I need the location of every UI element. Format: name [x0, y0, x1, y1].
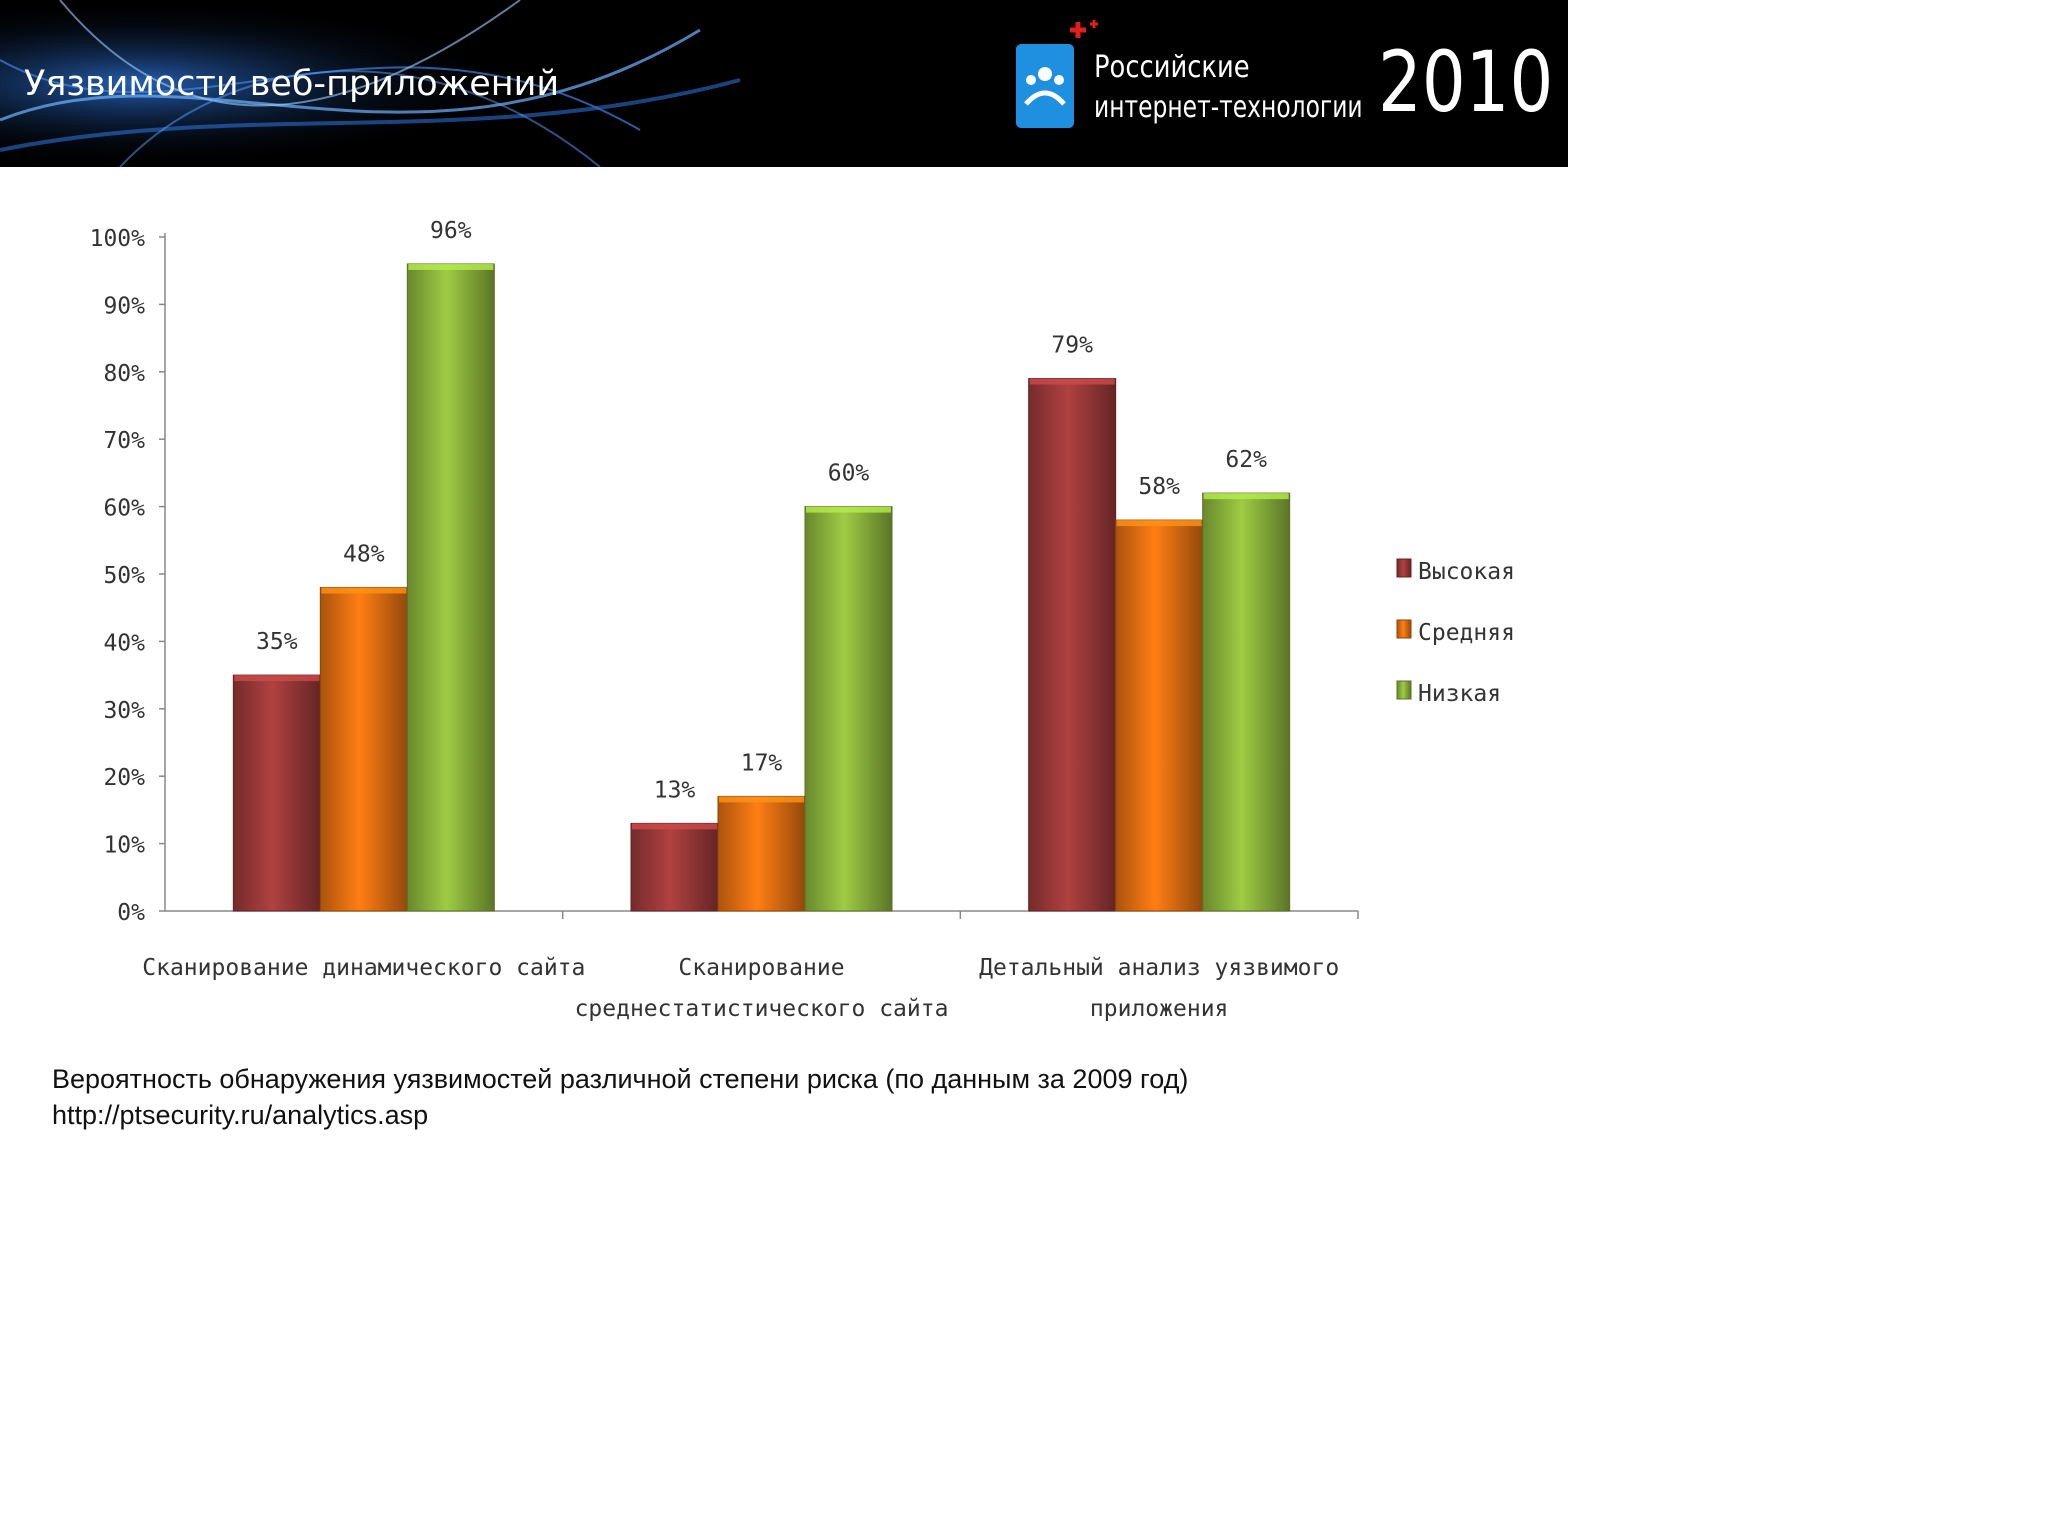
bar-top-highlight — [1203, 493, 1289, 500]
header-banner: Уязвимости веб-приложений Российские инт… — [0, 0, 1568, 167]
bar-medium — [1115, 519, 1204, 912]
y-tick-label: 90% — [103, 293, 145, 319]
bar-top-highlight — [321, 587, 407, 594]
page-title: Уязвимости веб-приложений — [24, 64, 560, 104]
source-link-text: http://ptsecurity.ru/analytics.asp — [52, 1100, 429, 1130]
logo-text-line1: Российские — [1094, 50, 1250, 85]
bar-medium — [319, 586, 408, 912]
logo-text-line2: интернет-технологии — [1094, 90, 1363, 125]
y-tick-label: 80% — [103, 361, 145, 387]
plus-plus-icon — [1070, 20, 1098, 38]
people-icon — [1024, 67, 1066, 106]
y-tick-label: 0% — [117, 900, 145, 926]
bar-high — [630, 822, 719, 912]
legend-swatch-medium — [1396, 619, 1412, 639]
chart-legend: Высокая Средняя Низкая — [1396, 558, 1515, 707]
bar-data-label: 48% — [343, 541, 385, 567]
bar-low — [804, 506, 893, 912]
bar-data-label: 79% — [1051, 333, 1093, 359]
bar-top-highlight — [719, 796, 804, 803]
bar-high — [232, 674, 321, 912]
legend-label-low: Низкая — [1418, 681, 1501, 707]
x-category-label: приложения — [1090, 996, 1228, 1022]
legend-swatch-high — [1396, 558, 1412, 578]
x-category-label: Детальный анализ уязвимого — [979, 955, 1339, 981]
bar-data-label: 58% — [1138, 474, 1180, 500]
bar-data-label: 62% — [1225, 447, 1267, 473]
banner-swirl-decoration — [0, 0, 760, 167]
y-tick-label: 70% — [103, 428, 145, 454]
legend-label-high: Высокая — [1418, 559, 1515, 585]
bar-data-label: 35% — [256, 629, 298, 655]
y-tick-label: 60% — [103, 496, 145, 522]
bar-high — [1028, 378, 1117, 912]
bar-data-label: 17% — [741, 750, 783, 776]
y-tick-label: 30% — [103, 698, 145, 724]
bar-data-label: 13% — [654, 777, 696, 803]
bar-medium — [717, 795, 806, 912]
y-tick-label: 40% — [103, 630, 145, 656]
logo-year: 2010 — [1378, 33, 1554, 131]
bar-top-highlight — [806, 506, 891, 513]
bar-top-highlight — [1029, 378, 1115, 385]
bar-low — [406, 263, 495, 912]
x-category-label: Сканирование динамического сайта — [142, 955, 585, 981]
legend-swatch-low — [1396, 680, 1412, 700]
bar-low — [1202, 492, 1291, 912]
bar-chart: 0% 10% 20% 30% 40% 50% 60% 70% 80% 90% 100% Сканиро… — [90, 218, 1515, 1022]
x-category-label: Сканирование — [678, 955, 844, 981]
chart-caption: Вероятность обнаружения уязвимостей разл… — [52, 1064, 1189, 1094]
bar-data-label: 60% — [828, 461, 870, 487]
y-tick-label: 100% — [90, 226, 146, 252]
x-category-label: среднестатистического сайта — [575, 996, 949, 1022]
bar-top-highlight — [1116, 520, 1202, 527]
legend-label-medium: Средняя — [1418, 620, 1515, 646]
chart-bars: 35% 48% 96% 13% 17% 60% 79% 58% 62% — [232, 218, 1291, 912]
y-tick-label: 20% — [103, 765, 145, 791]
bar-top-highlight — [234, 675, 320, 682]
bar-top-highlight — [632, 823, 717, 830]
conference-logo-icon — [1016, 44, 1074, 128]
bar-top-highlight — [408, 263, 494, 270]
y-tick-label: 50% — [103, 563, 145, 589]
chart-axes: 0% 10% 20% 30% 40% 50% 60% 70% 80% 90% 100% Сканиро… — [90, 226, 1359, 1022]
y-tick-label: 10% — [103, 833, 145, 859]
bar-data-label: 96% — [430, 218, 472, 244]
